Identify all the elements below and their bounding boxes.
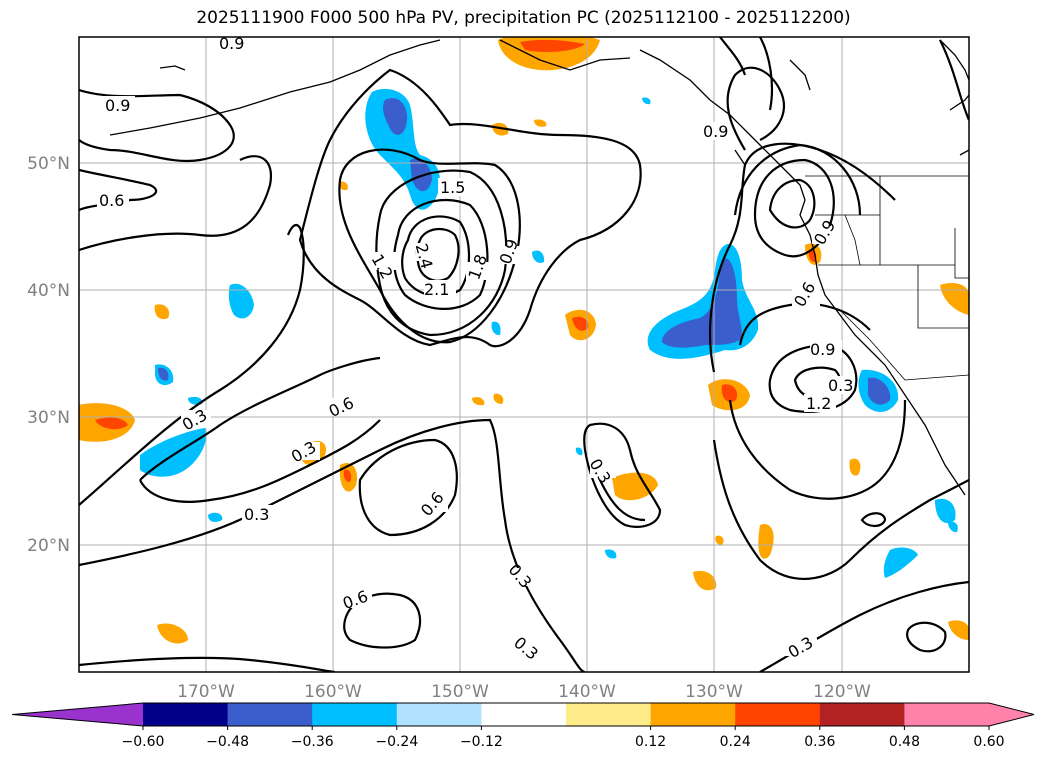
- colorbar-extend-min: [12, 703, 143, 726]
- contour-label: 2.1: [424, 280, 456, 299]
- colorbar-segment: [481, 703, 567, 726]
- contour-label: 0.9: [810, 340, 842, 359]
- contour-label: 0.9: [217, 34, 249, 53]
- colorbar-segment: [904, 703, 990, 726]
- svg-text:1.2: 1.2: [806, 394, 831, 413]
- colorbar-segment: [566, 703, 652, 726]
- map-title: 2025111900 F000 500 hPa PV, precipitatio…: [196, 8, 851, 28]
- contour-label: 0.9: [103, 96, 135, 115]
- contour-label: 0.9: [700, 122, 728, 141]
- svg-text:2.1: 2.1: [424, 280, 449, 299]
- contour-label: 1.2: [804, 394, 836, 413]
- lat-label: 40°N: [27, 281, 70, 301]
- colorbar-tick-label: −0.60: [122, 734, 165, 750]
- lon-label: 170°W: [177, 682, 235, 702]
- borders: [805, 175, 969, 381]
- latitude-labels: 50°N 40°N 30°N 20°N: [27, 154, 70, 556]
- contour-label: 0.6: [97, 191, 129, 210]
- lat-label: 30°N: [27, 408, 70, 428]
- lon-label: 120°W: [813, 682, 871, 702]
- svg-text:0.6: 0.6: [99, 191, 124, 210]
- lat-label: 20°N: [27, 536, 70, 556]
- colorbar-tick-label: 0.60: [973, 734, 1004, 750]
- colorbar-segment: [650, 703, 736, 726]
- colorbar-tick-label: 0.24: [720, 734, 751, 750]
- precip-positive-shading: [79, 37, 969, 644]
- contour-label: 0.9: [494, 236, 522, 267]
- colorbar-extend-max: [989, 703, 1034, 726]
- contour-label: 0.3: [826, 376, 853, 395]
- graticule: [79, 37, 969, 672]
- lon-label: 130°W: [685, 682, 743, 702]
- contour-label: 1.8: [464, 252, 492, 282]
- svg-text:0.9: 0.9: [703, 122, 728, 141]
- contour-label: 1.2: [367, 251, 400, 282]
- svg-text:1.5: 1.5: [440, 178, 465, 197]
- colorbar-segment: [143, 703, 229, 726]
- coastlines: [109, 39, 969, 496]
- colorbar-segment: [819, 703, 905, 726]
- pv-contours: [79, 37, 969, 672]
- svg-text:0.9: 0.9: [810, 340, 835, 359]
- svg-text:0.3: 0.3: [828, 376, 853, 395]
- map-content: 0.9 0.9 0.6 1.5 1.2 2.4 2.1 1.8 0.9 0.9 …: [79, 34, 969, 672]
- colorbar-tick-label: −0.48: [206, 734, 249, 750]
- lon-label: 140°W: [558, 682, 616, 702]
- colorbar-tick-label: −0.12: [460, 734, 503, 750]
- colorbar: −0.60 −0.48 −0.36 −0.24 −0.12 0.12 0.24 0.36 0.4…: [11, 702, 1035, 750]
- lon-label: 160°W: [304, 682, 362, 702]
- lat-label: 50°N: [27, 154, 70, 174]
- contour-label: 0.6: [340, 587, 372, 613]
- svg-text:0.3: 0.3: [244, 505, 269, 524]
- svg-text:0.9: 0.9: [105, 96, 130, 115]
- contour-label: 1.5: [438, 178, 470, 197]
- colorbar-tick-label: 0.48: [889, 734, 920, 750]
- colorbar-segment: [227, 703, 313, 726]
- colorbar-segment: [735, 703, 821, 726]
- lon-label: 150°W: [431, 682, 489, 702]
- colorbar-tick-label: 0.36: [804, 734, 835, 750]
- contour-label: 0.3: [242, 505, 274, 524]
- map-frame: [78, 36, 970, 673]
- svg-text:0.9: 0.9: [219, 34, 244, 53]
- colorbar-tick-label: 0.12: [635, 734, 666, 750]
- longitude-labels: 170°W 160°W 150°W 140°W 130°W 120°W: [177, 682, 871, 702]
- colorbar-tick-label: −0.24: [375, 734, 418, 750]
- precip-negative-shading: [140, 88, 958, 578]
- colorbar-segment: [312, 703, 398, 726]
- colorbar-segment: [396, 703, 482, 726]
- colorbar-tick-label: −0.36: [291, 734, 334, 750]
